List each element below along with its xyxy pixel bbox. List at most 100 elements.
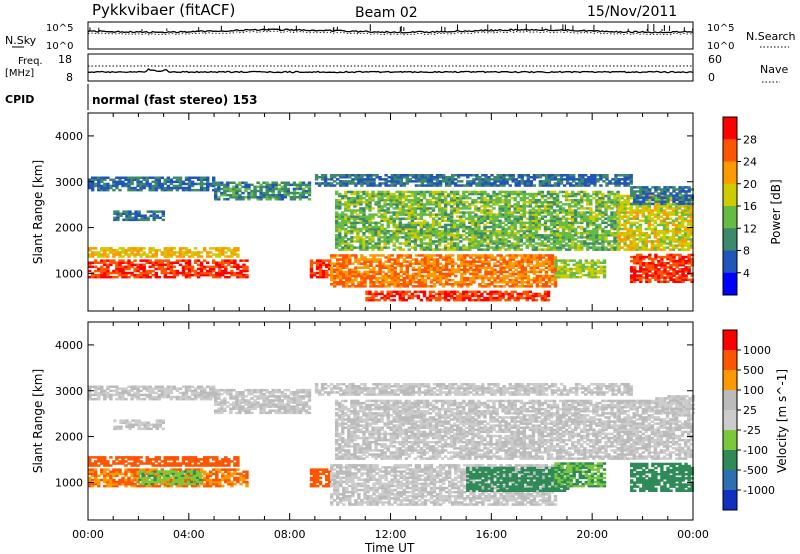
heatmap-cell: [124, 271, 128, 275]
heatmap-cell: [610, 240, 614, 243]
heatmap-cell: [477, 201, 481, 204]
heatmap-cell: [516, 292, 520, 296]
heatmap-cell: [338, 205, 342, 208]
heatmap-cell: [441, 180, 446, 183]
heatmap-cell: [522, 190, 526, 194]
heatmap-cell: [368, 192, 372, 196]
heatmap-cell: [660, 257, 664, 261]
heatmap-cell: [396, 180, 400, 183]
heatmap-cell: [354, 270, 358, 274]
heatmap-cell: [347, 215, 351, 218]
heatmap-cell: [504, 192, 508, 196]
heatmap-cell: [220, 193, 224, 197]
heatmap-cell: [223, 187, 227, 191]
heatmap-cell: [384, 278, 388, 282]
power-band: [88, 176, 216, 192]
heatmap-cell: [413, 203, 418, 206]
heatmap-cell: [435, 176, 440, 179]
heatmap-cell: [426, 262, 431, 265]
heatmap-cell: [511, 262, 515, 265]
heatmap-cell: [215, 265, 219, 269]
heatmap-cell: [166, 176, 171, 179]
heatmap-cell: [390, 274, 394, 278]
heatmap-cell: [501, 296, 505, 300]
heatmap-cell: [338, 242, 342, 245]
heatmap-cell: [323, 176, 328, 179]
heatmap-cell: [544, 283, 549, 286]
heatmap-cell: [425, 296, 430, 300]
heatmap-cell: [377, 221, 381, 225]
heatmap-cell: [345, 285, 349, 288]
heatmap-cell: [516, 221, 520, 225]
heatmap-cell: [475, 276, 479, 280]
heatmap-cell: [109, 259, 113, 262]
heatmap-cell: [178, 259, 183, 262]
heatmap-cell: [590, 176, 594, 179]
heatmap-cell: [422, 225, 427, 229]
heatmap-cell: [549, 190, 554, 194]
heatmap-cell: [453, 194, 457, 198]
heatmap-cell: [555, 213, 560, 216]
heatmap-cell: [339, 276, 343, 280]
heatmap-cell: [122, 210, 126, 213]
heatmap-cell: [456, 225, 460, 229]
heatmap-cell: [419, 223, 424, 227]
heatmap-cell: [155, 216, 159, 220]
heatmap-cell: [428, 231, 433, 235]
heatmap-cell: [392, 238, 396, 241]
heatmap-cell: [636, 259, 640, 263]
heatmap-cell: [350, 248, 354, 251]
heatmap-cell: [354, 272, 358, 276]
heatmap-cell: [420, 258, 425, 261]
heatmap-cell: [419, 192, 424, 196]
heatmap-cell: [410, 240, 415, 243]
heatmap-cell: [100, 176, 104, 179]
heatmap-cell: [535, 260, 540, 263]
heatmap-cell: [586, 207, 590, 210]
heatmap-cell: [283, 193, 287, 197]
heatmap-cell: [520, 264, 524, 267]
heatmap-cell: [218, 261, 222, 264]
heatmap-cell: [404, 205, 408, 208]
heatmap-cell: [187, 186, 192, 190]
heatmap-cell: [268, 185, 272, 189]
heatmap-cell: [450, 246, 454, 249]
heatmap-cell: [218, 269, 222, 273]
heatmap-cell: [532, 184, 537, 187]
heatmap-cell: [356, 240, 360, 243]
heatmap-cell: [496, 285, 500, 288]
heatmap-cell: [651, 276, 655, 279]
heatmap-cell: [478, 283, 482, 286]
heatmap-cell: [383, 217, 387, 220]
heatmap-cell: [374, 244, 378, 247]
heatmap-cell: [610, 223, 614, 227]
heatmap-cell: [504, 234, 508, 237]
heatmap-cell: [362, 196, 366, 200]
heatmap-cell: [483, 201, 487, 204]
heatmap-cell: [389, 203, 393, 206]
heatmap-cell: [525, 292, 529, 296]
heatmap-cell: [380, 213, 384, 216]
heatmap-cell: [451, 264, 455, 267]
heatmap-cell: [465, 246, 469, 249]
heatmap-cell: [571, 213, 575, 216]
heatmap-cell: [531, 244, 536, 247]
heatmap-cell: [466, 270, 470, 274]
heatmap-cell: [489, 296, 493, 300]
heatmap-cell: [407, 215, 411, 218]
heatmap-cell: [390, 266, 394, 269]
heatmap-cell: [459, 201, 463, 204]
heatmap-cell: [392, 231, 396, 235]
heatmap-cell: [590, 180, 594, 183]
heatmap-cell: [262, 193, 266, 197]
heatmap-cell: [335, 244, 339, 247]
heatmap-cell: [519, 207, 523, 210]
heatmap-cell: [535, 270, 540, 274]
heatmap-cell: [463, 258, 467, 261]
heatmap-cell: [538, 174, 543, 177]
heatmap-cell: [577, 201, 581, 204]
heatmap-cell: [589, 217, 593, 220]
heatmap-cell: [577, 231, 581, 235]
heatmap-cell: [544, 180, 549, 183]
heatmap-cell: [558, 209, 563, 212]
